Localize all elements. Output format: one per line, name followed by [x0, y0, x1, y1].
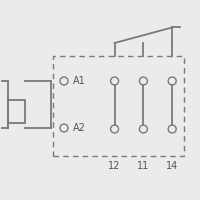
Text: 14: 14: [166, 161, 178, 171]
Text: 11: 11: [137, 161, 150, 171]
Text: 12: 12: [108, 161, 121, 171]
Text: A1: A1: [73, 76, 86, 86]
Bar: [8, 100, 25, 123]
Bar: [53, 56, 184, 156]
Text: A2: A2: [73, 123, 86, 133]
